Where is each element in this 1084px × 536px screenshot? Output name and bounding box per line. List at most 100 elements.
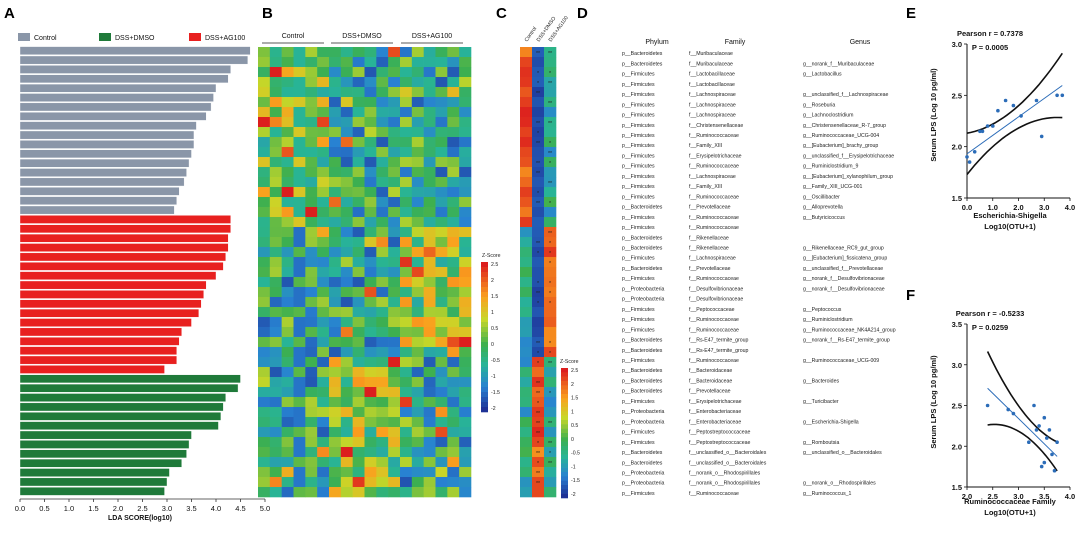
heatmap-b-cell [281, 397, 294, 408]
heatmap-b-cell [305, 287, 318, 298]
heatmap-b-cell [305, 447, 318, 458]
heatmap-b-cell [376, 317, 389, 328]
heatmap-b-cell [411, 407, 424, 418]
heatmap-c-cell [532, 287, 545, 298]
heatmap-b-legend-swatch [481, 297, 488, 303]
heatmap-c-significance-mark: ** [536, 141, 540, 147]
heatmap-b-cell [329, 397, 342, 408]
heatmap-b-cell [376, 177, 389, 188]
heatmap-b-cell [317, 477, 330, 488]
heatmap-b-cell [281, 367, 294, 378]
heatmap-c-significance-mark: ** [548, 231, 552, 237]
heatmap-b-cell [317, 487, 330, 498]
table-cell-genus: g__Ruminococcaceae_NK4A214_group [803, 327, 896, 333]
heatmap-b-cell [376, 337, 389, 348]
heatmap-b-cell [388, 177, 401, 188]
legend-swatch-control [18, 33, 30, 41]
heatmap-b-cell [423, 237, 436, 248]
heatmap-b-legend-swatch [481, 327, 488, 333]
heatmap-b-cell [269, 157, 282, 168]
heatmap-b-cell [258, 127, 271, 138]
table-cell-genus: g__Roseburia [803, 102, 835, 108]
heatmap-b-cell [269, 427, 282, 438]
table-cell-phylum: p__Firmicutes [622, 307, 655, 313]
table-cell-phylum: p__Firmicutes [622, 430, 655, 436]
heatmap-c-cell [532, 127, 545, 138]
heatmap-b-cell [364, 197, 377, 208]
table-cell-family: f__Rikenellaceae [689, 246, 729, 252]
heatmap-b-cell [305, 357, 318, 368]
heatmap-b-cell [329, 137, 342, 148]
heatmap-b-cell [352, 137, 365, 148]
heatmap-b-cell [340, 337, 353, 348]
heatmap-b-cell [352, 477, 365, 488]
heatmap-b-cell [364, 107, 377, 118]
heatmap-b-cell [293, 427, 306, 438]
heatmap-b-cell [423, 117, 436, 128]
heatmap-b-cell [258, 357, 271, 368]
heatmap-b-cell [411, 267, 424, 278]
heatmap-c-cell [532, 197, 545, 208]
heatmap-b-cell [435, 417, 448, 428]
heatmap-b-legend-swatch [481, 322, 488, 328]
heatmap-c-legend-swatch [561, 394, 568, 399]
heatmap-b-cell [281, 97, 294, 108]
heatmap-c-cell [520, 397, 533, 408]
heatmap-b-cell [305, 407, 318, 418]
heatmap-b-cell [388, 407, 401, 418]
table-cell-genus: g__unclassified_o__Bacteroidales [803, 450, 882, 456]
heatmap-c-cell [520, 67, 533, 78]
heatmap-b-cell [293, 447, 306, 458]
heatmap-c-cell [532, 377, 545, 388]
lda-bar [19, 149, 192, 159]
heatmap-b-cell [376, 307, 389, 318]
heatmap-b-cell [447, 387, 460, 398]
heatmap-b-cell [269, 277, 282, 288]
heatmap-b-legend: Z-Score 2.5 2 1.5 1 0.5 0 -0.5 -1 -1.5 -2 [481, 253, 501, 413]
heatmap-c-cell [520, 217, 533, 228]
heatmap-b-cell [317, 397, 330, 408]
heatmap-b-cell [364, 177, 377, 188]
heatmap-b-cell [329, 177, 342, 188]
heatmap-c-significance-mark: ** [548, 461, 552, 467]
table-cell-phylum: p__Firmicutes [622, 358, 655, 364]
heatmap-b-cell [423, 367, 436, 378]
heatmap-b-legend-swatch [481, 347, 488, 353]
lda-bar [19, 121, 197, 130]
heatmap-c-significance-mark: * [549, 341, 551, 347]
heatmap-b-legend-swatch [481, 317, 488, 323]
table-cell-genus: g__Ruminiclostridium [803, 317, 853, 323]
heatmap-c-cell [544, 377, 557, 388]
scatter-point [980, 129, 985, 134]
heatmap-b-cell [317, 327, 330, 338]
heatmap-b-cell [447, 117, 460, 128]
heatmap-b-cell [293, 327, 306, 338]
heatmap-b-cell [269, 337, 282, 348]
heatmap-c-cell [520, 367, 533, 378]
heatmap-c-significance-mark: * [549, 301, 551, 307]
heatmap-b-cell [423, 247, 436, 258]
heatmap-c-legend-swatch [561, 450, 568, 455]
heatmap-b-cell [317, 467, 330, 478]
heatmap-b-cell [281, 277, 294, 288]
scatter-x-tick-label: 2.0 [962, 492, 972, 501]
heatmap-b-cell [459, 177, 472, 188]
heatmap-b-legend-tick: 1.5 [491, 294, 498, 300]
heatmap-b-cell [305, 427, 318, 438]
heatmap-b-cell [423, 477, 436, 488]
heatmap-b-cell [293, 177, 306, 188]
heatmap-b-cell [281, 187, 294, 198]
scatter-point [1003, 98, 1008, 103]
heatmap-b-cell [305, 217, 318, 228]
heatmap-b-cell [423, 197, 436, 208]
heatmap-c-significance-mark: * [537, 71, 539, 77]
heatmap-b-cell [258, 67, 271, 78]
heatmap-c-cell [532, 167, 545, 178]
heatmap-b-cell [329, 217, 342, 228]
heatmap-b-cell [305, 97, 318, 108]
heatmap-c-cell [532, 257, 545, 268]
heatmap-b-cell [435, 297, 448, 308]
heatmap-b-legend-tick: -1.5 [491, 390, 500, 396]
heatmap-b-cell [364, 257, 377, 268]
